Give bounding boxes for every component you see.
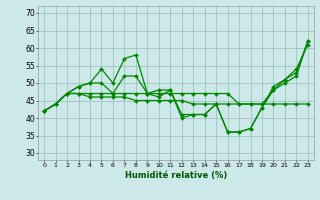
X-axis label: Humidité relative (%): Humidité relative (%)	[125, 171, 227, 180]
